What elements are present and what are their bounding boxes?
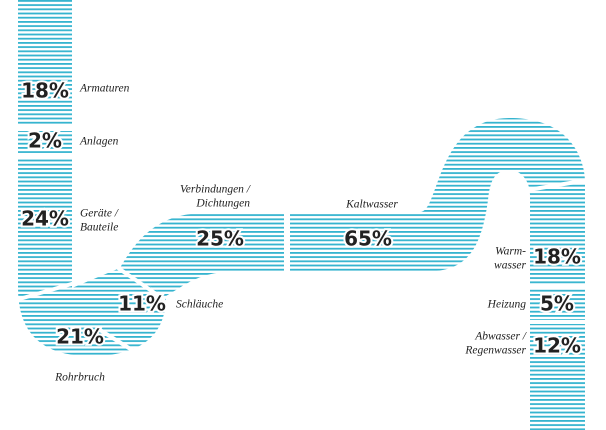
percent: 24%: [21, 207, 69, 231]
percent: 5%: [540, 292, 574, 316]
percent: 25%: [196, 227, 244, 251]
segment-label: Rohrbruch: [54, 372, 105, 384]
segment-label: Anlagen: [79, 136, 119, 148]
percent: 65%: [344, 227, 392, 251]
segment-label: Verbindungen /: [180, 184, 252, 196]
percent: 2%: [28, 129, 62, 153]
segment-label: Warm-: [495, 246, 526, 258]
segment-label: Geräte /: [80, 208, 120, 220]
segment-label: Regenwasser: [464, 345, 526, 357]
segment-label: Dichtungen: [195, 198, 250, 210]
separators: [15, 178, 589, 357]
percent: 18%: [533, 245, 581, 269]
segment-label: Kaltwasser: [345, 199, 398, 211]
pipe: [18, 0, 585, 430]
segment-label: Schläuche: [176, 299, 223, 311]
percent: 21%: [56, 325, 104, 349]
labels: 18% Armaturen 2% Anlagen 24% Geräte / Bauteile…: [19, 77, 583, 384]
segment-label: Abwasser /: [474, 331, 528, 343]
segment-label: Heizung: [487, 299, 527, 311]
segment-label: Armaturen: [79, 83, 130, 95]
segment-label: wasser: [494, 260, 526, 272]
percent: 12%: [533, 334, 581, 358]
percent: 11%: [118, 292, 166, 316]
percent: 18%: [21, 79, 69, 103]
segment-label: Bauteile: [80, 222, 118, 234]
